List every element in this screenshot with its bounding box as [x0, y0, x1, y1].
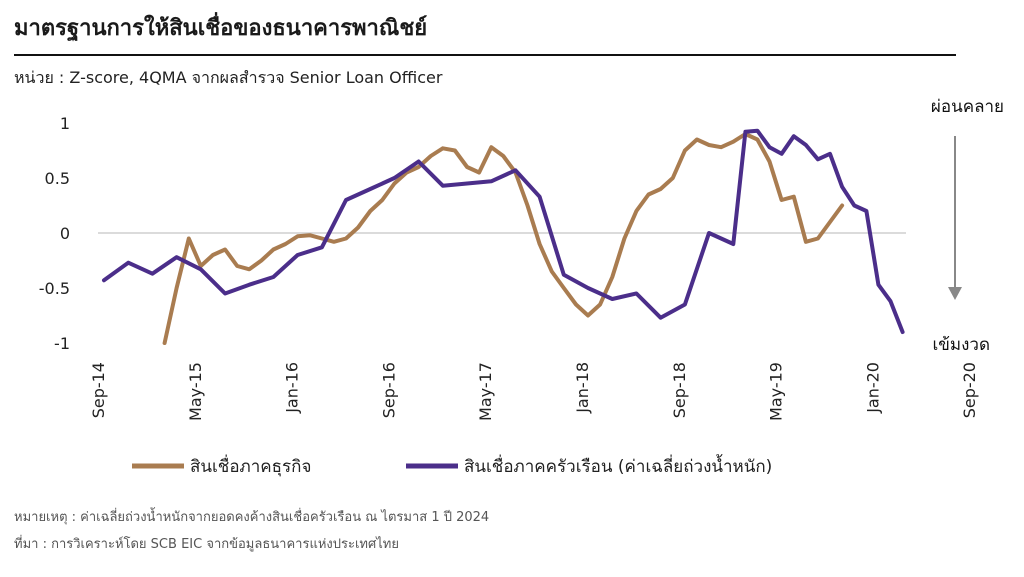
y-tick-label: 0.5 — [45, 169, 70, 188]
x-tick-label: Sep-14 — [89, 362, 108, 418]
series-line-1 — [162, 132, 845, 345]
x-tick-label: May-17 — [476, 362, 495, 421]
series-line-2 — [102, 128, 905, 334]
y-tick-label: 0 — [60, 224, 70, 243]
x-tick-label: May-19 — [767, 362, 786, 421]
source-note: ที่มา : การวิเคราะห์โดย SCB EIC จากข้อมู… — [14, 537, 399, 552]
legend-label: สินเชื่อภาคธุรกิจ — [190, 454, 311, 477]
y-tick-label: -0.5 — [39, 279, 70, 298]
legend-label: สินเชื่อภาคครัวเรือน (ค่าเฉลี่ยถ่วงน้ำหน… — [464, 454, 772, 477]
y-tick-label: 1 — [60, 114, 70, 133]
x-tick-label: Jan-16 — [283, 362, 302, 414]
footnote: หมายเหตุ : ค่าเฉลี่ยถ่วงน้ำหนักจากยอดคงค… — [14, 510, 490, 525]
annotation-top: ผ่อนคลาย — [931, 97, 1004, 117]
x-tick-label: Jan-20 — [863, 362, 882, 414]
x-tick-label: May-15 — [186, 362, 205, 421]
arrow-down-icon — [948, 287, 962, 300]
title-rule — [14, 54, 956, 56]
legend: สินเชื่อภาคธุรกิจ สินเชื่อภาคครัวเรือน (ค… — [132, 454, 772, 477]
axis-layer: 1 0.5 0 -0.5 -1 Sep-14 May-15 Jan-16 Sep-16 May-1… — [39, 114, 979, 421]
series-layer — [102, 128, 905, 345]
page-title: มาตรฐานการให้สินเชื่อของธนาคารพาณิชย์ — [14, 16, 428, 41]
x-tick-label: Sep-18 — [670, 362, 689, 418]
annotation-bottom: เข้มงวด — [932, 335, 990, 355]
x-tick-label: Jan-18 — [573, 362, 592, 414]
y-tick-label: -1 — [54, 334, 70, 353]
x-tick-label: Sep-16 — [379, 362, 398, 418]
unit-label: หน่วย : Z-score, 4QMA จากผลสำรวจ Senior … — [14, 68, 443, 87]
x-tick-label: Sep-20 — [960, 362, 979, 418]
